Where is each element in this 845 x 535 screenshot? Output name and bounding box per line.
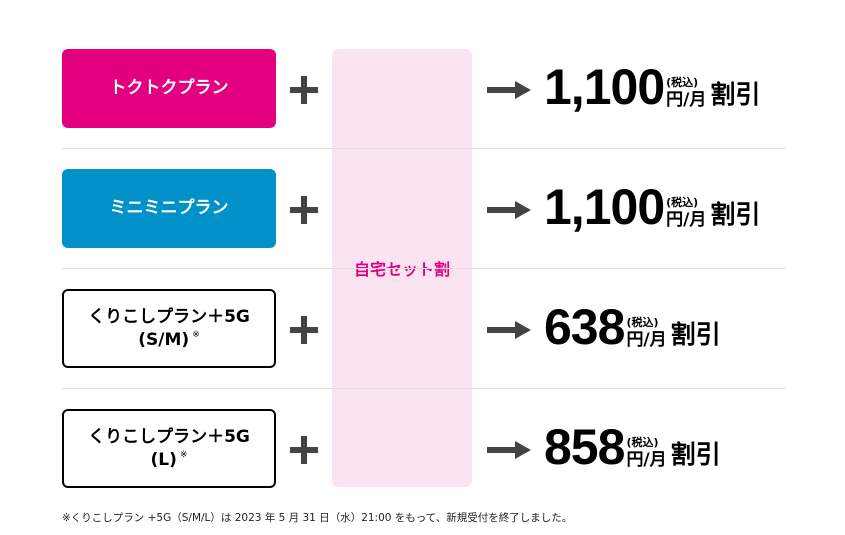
plan-label: トクトクプラン bbox=[109, 78, 229, 99]
tax-included-label: (税込) bbox=[626, 316, 659, 329]
per-month-label: 円/月 bbox=[626, 330, 667, 350]
plan-label: くりこしプラン＋5G bbox=[88, 306, 250, 327]
price-amount: 1,100 bbox=[544, 59, 665, 115]
plan-label: くりこしプラン＋5G bbox=[88, 426, 250, 447]
tax-included-label: (税込) bbox=[666, 76, 699, 89]
plan-note-mark: ※ bbox=[179, 449, 188, 460]
plan-note-mark: ※ bbox=[192, 329, 200, 340]
discount-price: 1,100 (税込) 円/月 割引 bbox=[544, 59, 761, 115]
row-divider bbox=[62, 388, 785, 389]
plus-icon bbox=[290, 196, 318, 224]
plus-icon bbox=[290, 316, 318, 344]
home-set-discount-label: 自宅セット割 bbox=[353, 260, 450, 279]
plan-kurikoshi-sm: くりこしプラン＋5G (S/M) ※ bbox=[62, 289, 276, 368]
discount-price: 858 (税込) 円/月 割引 bbox=[544, 419, 721, 475]
plan-size-label: (L) bbox=[150, 449, 177, 470]
arrow-right-icon bbox=[487, 321, 531, 339]
price-amount: 858 bbox=[544, 419, 625, 475]
row-divider bbox=[62, 148, 785, 149]
tax-included-label: (税込) bbox=[666, 196, 699, 209]
discount-label: 割引 bbox=[670, 320, 721, 349]
plus-icon bbox=[290, 76, 318, 104]
footnote: ※くりこしプラン +5G（S/M/L）は 2023 年 5 月 31 日（水）2… bbox=[62, 512, 573, 524]
discount-price: 638 (税込) 円/月 割引 bbox=[544, 299, 721, 355]
tax-included-label: (税込) bbox=[626, 436, 659, 449]
plan-size-label: (S/M) bbox=[138, 329, 190, 350]
plan-kurikoshi-l: くりこしプラン＋5G (L) ※ bbox=[62, 409, 276, 488]
arrow-right-icon bbox=[487, 441, 531, 459]
price-amount: 638 bbox=[544, 299, 625, 355]
plan-minimini: ミニミニプラン bbox=[62, 169, 276, 248]
row-divider bbox=[62, 268, 785, 269]
plan-tokutoku: トクトクプラン bbox=[62, 49, 276, 128]
arrow-right-icon bbox=[487, 81, 531, 99]
plan-label: ミニミニプラン bbox=[109, 198, 229, 219]
discount-price: 1,100 (税込) 円/月 割引 bbox=[544, 179, 761, 235]
per-month-label: 円/月 bbox=[666, 210, 707, 230]
arrow-right-icon bbox=[487, 201, 531, 219]
price-amount: 1,100 bbox=[544, 179, 665, 235]
discount-label: 割引 bbox=[710, 80, 761, 109]
per-month-label: 円/月 bbox=[666, 90, 707, 110]
per-month-label: 円/月 bbox=[626, 450, 667, 470]
plus-icon bbox=[290, 436, 318, 464]
discount-label: 割引 bbox=[670, 440, 721, 469]
discount-label: 割引 bbox=[710, 200, 761, 229]
